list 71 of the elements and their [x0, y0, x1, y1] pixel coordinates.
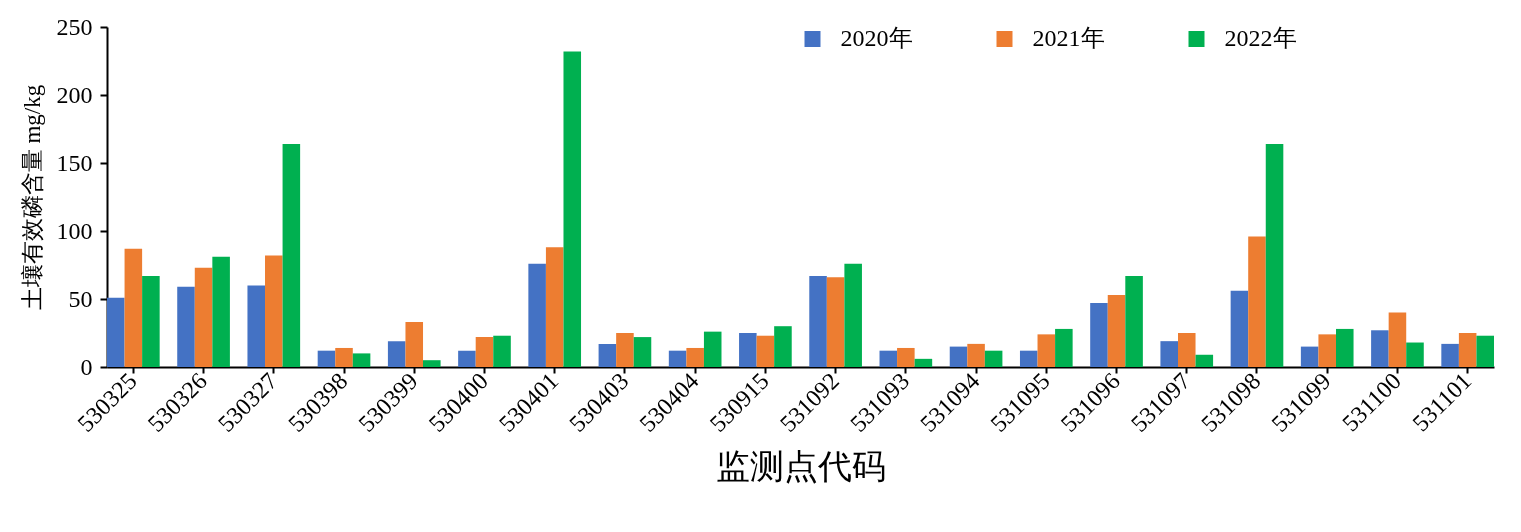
bar: [616, 333, 634, 367]
bar: [1335, 328, 1354, 367]
bar: [177, 286, 195, 367]
bar: [194, 267, 213, 367]
y-tick-label: 250: [56, 13, 93, 40]
bar: [879, 350, 898, 367]
bar: [405, 322, 424, 367]
bar: [686, 347, 704, 367]
bar: [1458, 333, 1477, 367]
bar: [528, 263, 546, 367]
bar: [107, 297, 125, 367]
bar: [1019, 350, 1038, 367]
bar: [633, 337, 652, 367]
bar: [1371, 330, 1389, 367]
bar: [703, 331, 722, 367]
bar: [1476, 335, 1494, 367]
bar: [1125, 275, 1143, 367]
legend-label: 2021年: [1032, 25, 1105, 51]
bar: [475, 337, 494, 367]
legend-label: 2020年: [840, 25, 913, 51]
bar: [1195, 354, 1214, 367]
y-tick-label: 100: [56, 217, 93, 244]
y-tick-label: 200: [56, 81, 93, 108]
y-tick-label: 50: [68, 285, 93, 312]
bar: [739, 333, 757, 367]
bar: [809, 275, 827, 367]
legend-label: 2022年: [1224, 25, 1297, 51]
y-tick-label: 0: [80, 353, 93, 380]
y-axis-title: 土壤有效磷含量 mg/kg: [19, 84, 45, 311]
bar: [897, 347, 915, 367]
bar: [1107, 294, 1126, 367]
bar: [124, 248, 143, 367]
bar: [826, 277, 845, 367]
bar: [1177, 333, 1196, 367]
bar: [563, 51, 582, 367]
bar: [1441, 343, 1459, 367]
bar: [212, 256, 230, 367]
bar: [1265, 143, 1284, 367]
bar: [844, 263, 862, 367]
bar: [142, 275, 160, 367]
bar: [352, 353, 371, 367]
bar: [265, 255, 283, 367]
bar: [967, 343, 985, 367]
bar: [984, 350, 1003, 367]
bar: [1055, 328, 1073, 367]
bar: [247, 285, 266, 367]
bar: [914, 358, 933, 367]
bar: [317, 350, 336, 367]
bar: [387, 341, 406, 367]
bar: [1230, 290, 1249, 367]
bar: [756, 335, 775, 367]
bar: [423, 360, 441, 367]
y-tick-label: 150: [56, 149, 93, 176]
bar: [282, 143, 301, 367]
bar: [335, 347, 353, 367]
bar: [774, 326, 792, 367]
bar: [1090, 303, 1108, 367]
bar: [668, 350, 687, 367]
bar: [1318, 334, 1336, 367]
bar: [1248, 236, 1266, 367]
bar: [493, 335, 511, 367]
bar: [949, 346, 968, 367]
bar: [1406, 342, 1424, 367]
bar: [598, 343, 617, 367]
bar: [1388, 312, 1407, 367]
bar: [1160, 341, 1178, 367]
bar: [458, 350, 476, 367]
bar: [1300, 346, 1319, 367]
bar: [1037, 334, 1056, 367]
x-axis-title: 监测点代码: [716, 447, 886, 485]
bar: [545, 247, 564, 367]
